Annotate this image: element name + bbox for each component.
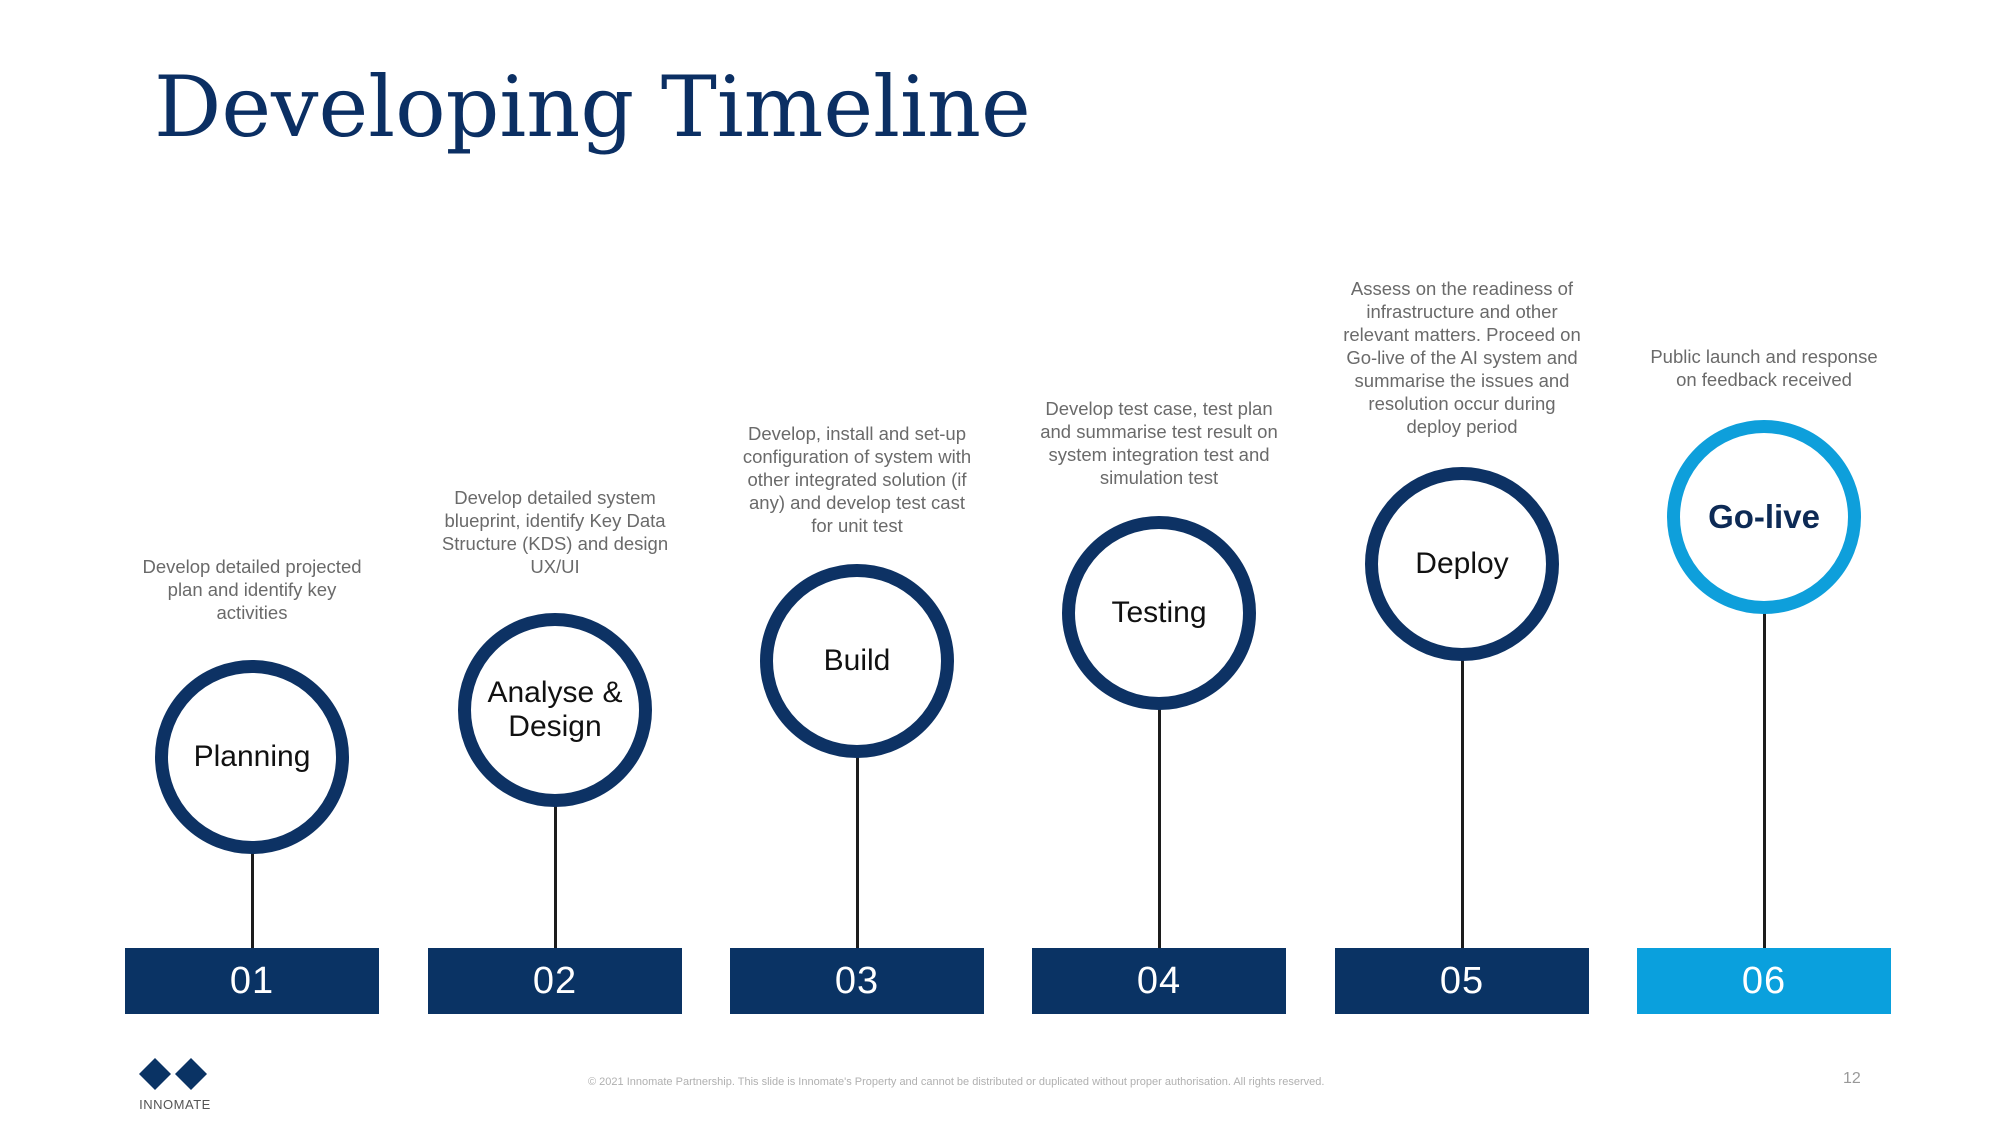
stage-number-box: 06 [1637, 948, 1891, 1014]
stage-circle: Go-live [1667, 420, 1861, 614]
stage-number-box: 03 [730, 948, 984, 1014]
stage-description: Develop test case, test plan and summari… [1040, 398, 1278, 488]
stage-description: Develop detailed projected plan and iden… [142, 556, 362, 623]
connector-line [554, 710, 557, 948]
stage-description: Develop, install and set-up configuratio… [742, 423, 972, 536]
stage-number-box: 04 [1032, 948, 1286, 1014]
stage-circle: Testing [1062, 516, 1256, 710]
stage-label: Deploy [1415, 547, 1509, 580]
stage-circle: Build [760, 564, 954, 758]
logo-text: INNOMATE [139, 1097, 211, 1112]
stage-circle: Analyse & Design [458, 613, 652, 807]
stage-label: Testing [1111, 596, 1207, 629]
stage-number: 04 [1136, 959, 1182, 1002]
stage-number: 05 [1439, 959, 1485, 1002]
stage-label: Analyse & Design [487, 676, 623, 743]
page-title: Developing Timeline [154, 58, 1031, 156]
stage-number-box: 05 [1335, 948, 1589, 1014]
stage-number-box: 01 [125, 948, 379, 1014]
stage-number: 02 [532, 959, 578, 1002]
connector-line [1158, 613, 1161, 948]
page-number: 12 [1843, 1070, 1861, 1087]
stage-number: 01 [229, 959, 275, 1002]
stage-circle: Deploy [1365, 467, 1559, 661]
connector-line [1763, 517, 1766, 948]
stage-label: Planning [193, 740, 311, 773]
stage-number-box: 02 [428, 948, 682, 1014]
connector-line [856, 661, 859, 948]
diamond-logo-icon [139, 1058, 207, 1090]
stage-description: Assess on the readiness of infrastructur… [1343, 278, 1581, 437]
stage-number: 06 [1741, 959, 1787, 1002]
copyright-footer: © 2021 Innomate Partnership. This slide … [588, 1076, 1325, 1088]
stage-label: Build [823, 644, 891, 677]
stage-description: Develop detailed system blueprint, ident… [441, 487, 669, 577]
stage-circle: Planning [155, 660, 349, 854]
connector-line [1461, 564, 1464, 948]
stage-number: 03 [834, 959, 880, 1002]
stage-label: Go-live [1708, 498, 1820, 535]
stage-description: Public launch and response on feedback r… [1650, 346, 1878, 390]
